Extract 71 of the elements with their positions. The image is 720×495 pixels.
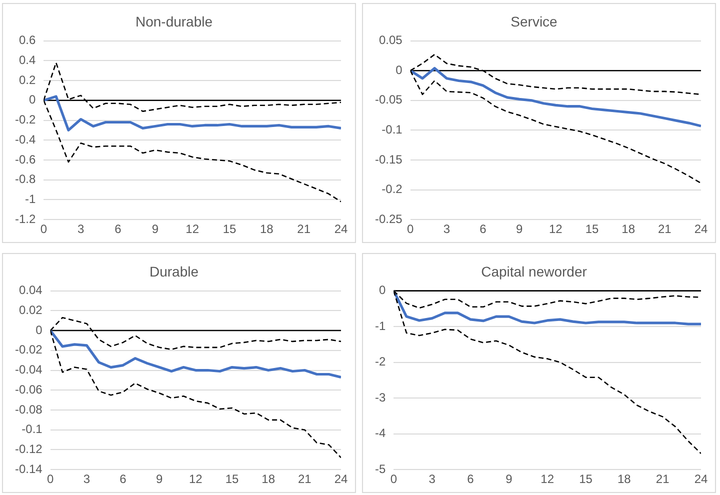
y-tick-label: 0 [36,322,43,337]
y-tick-label: -0.06 [14,382,43,396]
x-tick-label: 3 [443,222,450,236]
x-tick-label: 9 [516,222,523,236]
y-tick-label: -0.25 [374,212,403,226]
y-tick-label: -0.2 [14,112,36,127]
x-tick-label: 18 [262,472,276,486]
y-tick-label: -0.6 [14,152,36,166]
x-tick-label: 24 [334,222,348,236]
y-tick-label: 0 [396,62,403,77]
y-tick-label: -0.02 [14,342,43,357]
y-tick-label: -5 [375,462,386,476]
x-tick-label: 6 [114,222,122,236]
y-tick-label: 0 [378,283,386,298]
y-tick-label: -3 [375,390,386,404]
y-tick-label: 0.05 [378,33,403,48]
y-tick-label: -0.4 [14,132,36,146]
x-tick-label: 24 [694,472,708,486]
x-tick-label: 12 [540,472,554,486]
x-tick-label: 18 [617,472,632,486]
y-tick-label: -0.1 [382,122,403,137]
x-tick-label: 3 [428,472,436,486]
y-tick-label: -0.15 [374,152,403,166]
x-tick-label: 15 [222,222,236,236]
x-tick-label: 18 [260,222,274,236]
chart-title: Capital neworder [481,263,588,280]
x-tick-label: 12 [186,222,200,236]
y-tick-label: 0.04 [18,283,43,298]
y-tick-label: 0.6 [18,33,36,48]
y-tick-label: -0.12 [14,442,43,456]
x-tick-label: 3 [83,472,90,486]
y-tick-label: -4 [375,426,386,440]
x-tick-label: 21 [658,222,672,236]
x-tick-label: 9 [152,222,159,236]
x-tick-label: 6 [120,472,127,486]
x-tick-label: 9 [506,472,513,486]
x-tick-label: 6 [467,472,474,486]
y-tick-label: -2 [375,354,386,369]
x-tick-label: 15 [585,222,599,236]
y-tick-label: -0.1 [22,422,43,436]
y-tick-label: -0.05 [374,92,403,107]
x-tick-label: 15 [225,472,239,486]
x-tick-label: 18 [622,222,636,236]
y-tick-label: 0.2 [18,72,36,87]
chart-title: Service [510,13,558,30]
x-tick-label: 12 [188,472,203,486]
x-tick-label: 21 [298,472,312,486]
y-tick-label: -0.8 [14,172,36,186]
y-tick-label: 0.4 [18,52,36,67]
x-tick-label: 21 [656,472,670,486]
y-tick-label: -1.2 [14,212,36,226]
x-tick-label: 12 [548,222,563,236]
x-tick-label: 24 [694,222,708,236]
y-tick-label: -0.04 [14,362,43,377]
y-tick-label: 0.02 [18,302,43,317]
y-tick-label: -0.2 [382,182,403,196]
y-tick-label: -0.14 [14,462,43,476]
y-tick-label: 0 [28,92,36,107]
y-tick-label: -1 [25,192,36,206]
x-tick-label: 6 [480,222,487,236]
x-tick-label: 9 [156,472,163,486]
y-tick-label: -1 [375,318,386,333]
x-tick-label: 3 [78,222,84,236]
x-tick-label: 0 [407,222,414,236]
x-tick-label: 15 [579,472,593,486]
chart-title: Durable [149,263,199,280]
y-tick-label: -0.08 [14,402,43,416]
chart-title: Non-durable [135,13,213,30]
x-tick-label: 21 [297,222,311,236]
x-tick-label: 0 [47,472,54,486]
x-tick-label: 24 [334,472,348,486]
